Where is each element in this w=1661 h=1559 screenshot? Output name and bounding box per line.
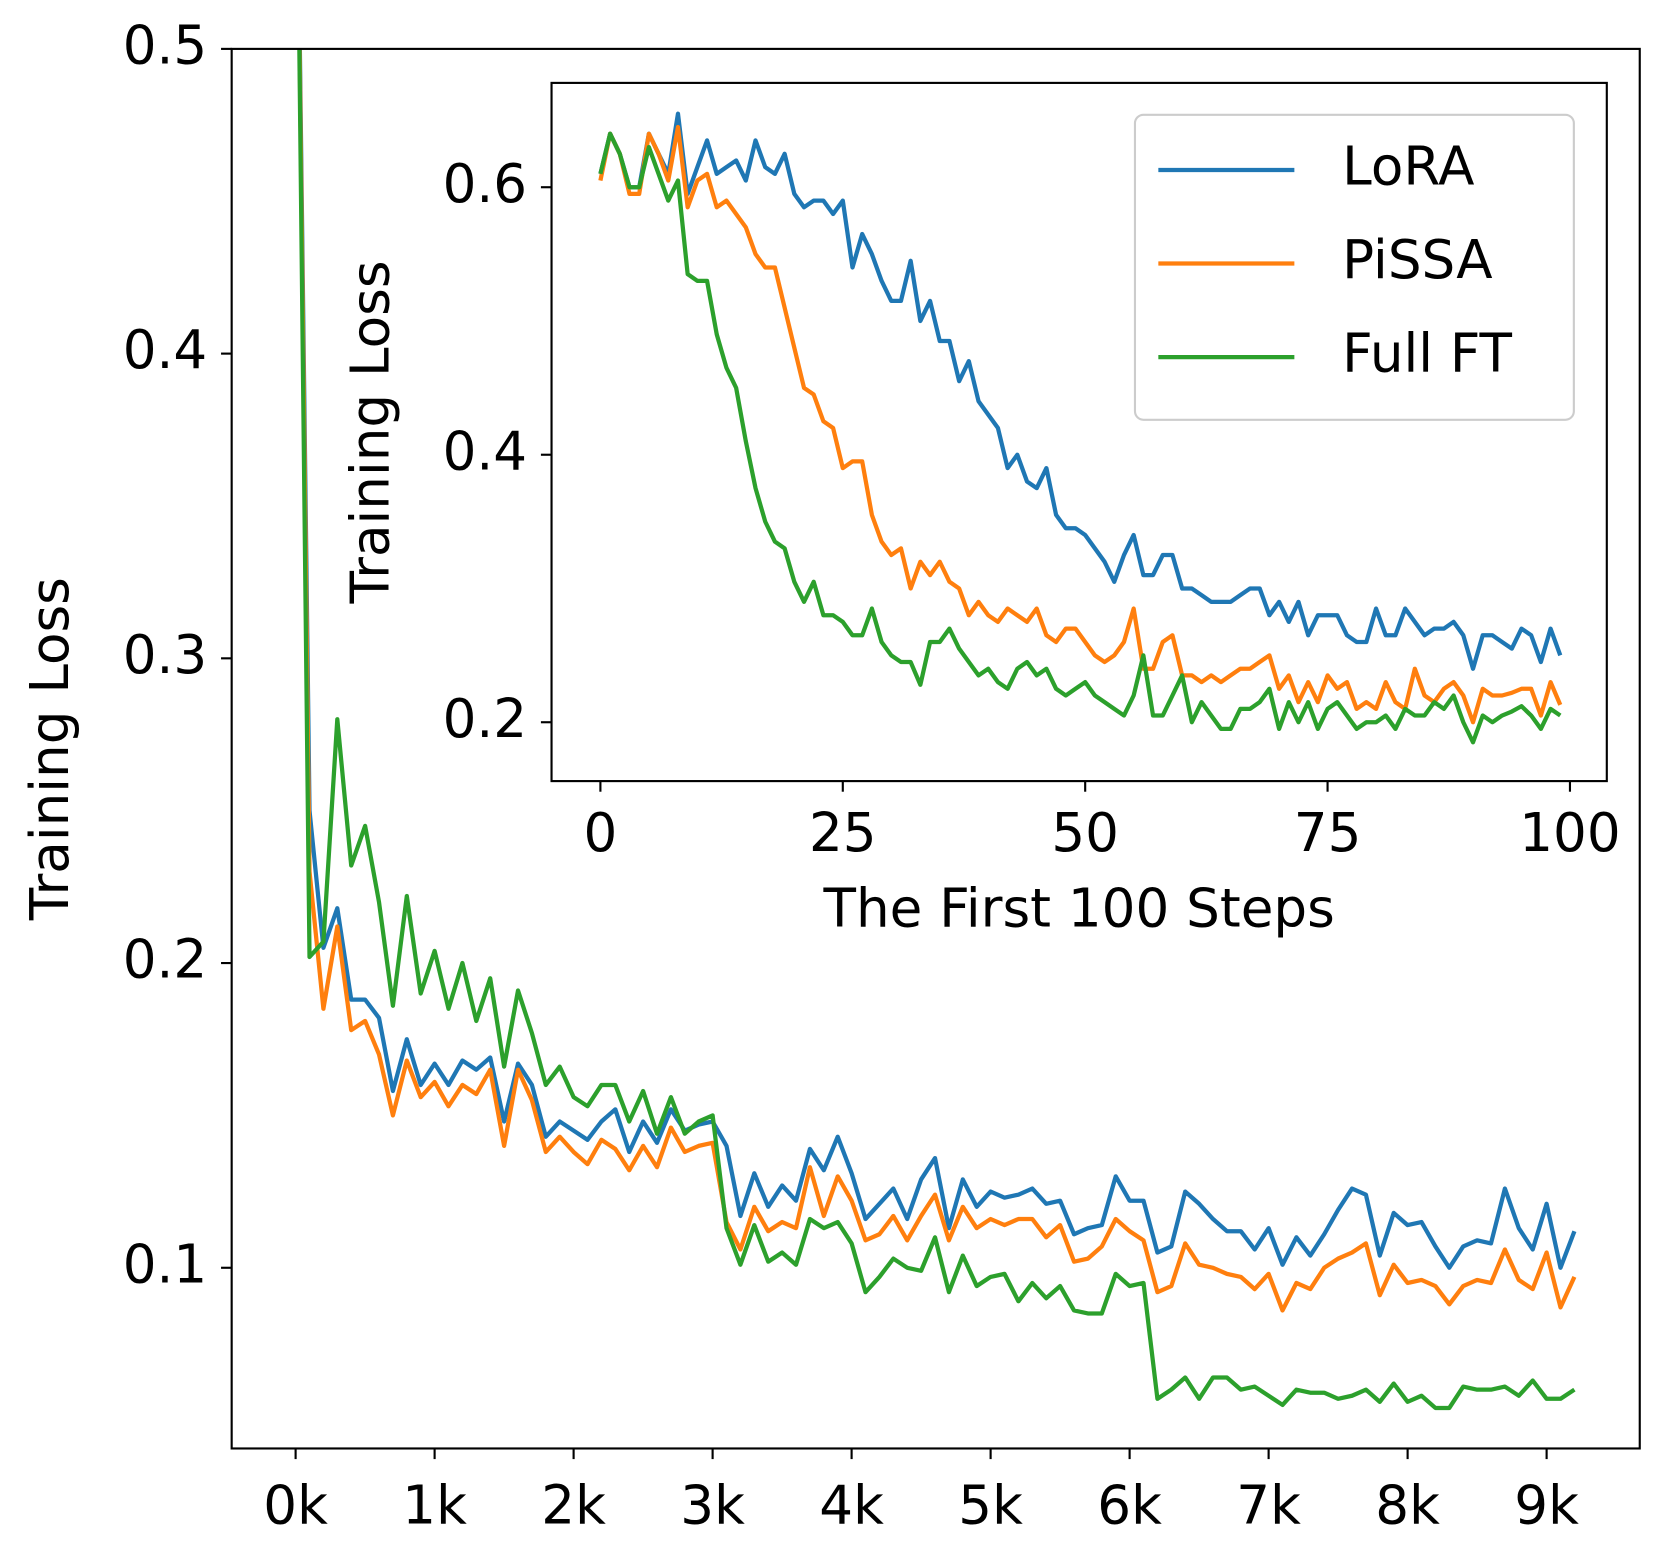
line-series: [598, 131, 1562, 745]
y-tick-label: 0.4: [443, 420, 528, 482]
y-axis-label: Training Loss: [19, 577, 81, 921]
x-tick-label: 9k: [1514, 1475, 1579, 1537]
x-axis-label: The First 100 Steps: [823, 877, 1335, 939]
x-tick-label: 50: [1051, 802, 1119, 864]
line-series: [598, 111, 1563, 671]
x-tick-label: 5k: [958, 1475, 1023, 1537]
line-series: [598, 124, 1563, 725]
x-tick-label: 2k: [541, 1475, 606, 1537]
line-series: [297, 48, 1577, 1313]
y-tick-label: 0.3: [123, 624, 208, 686]
x-tick-label: 75: [1294, 802, 1362, 864]
y-tick-label: 0.6: [443, 153, 528, 215]
legend-label: Full FT: [1342, 323, 1512, 385]
line-series: [297, 48, 1576, 1411]
axes-frame: [230, 47, 1641, 1450]
x-tick-label: 3k: [680, 1475, 745, 1537]
x-tick-label: 4k: [819, 1475, 884, 1537]
x-tick-label: 25: [809, 802, 877, 864]
x-tick-label: 0k: [263, 1475, 328, 1537]
axes-frame: [550, 81, 1608, 783]
legend-label: PiSSA: [1342, 229, 1492, 291]
plot-area: [598, 111, 1563, 745]
x-tick-label: 0: [584, 802, 618, 864]
x-tick-label: 1k: [402, 1475, 467, 1537]
y-tick-label: 0.5: [123, 15, 208, 77]
y-tick-label: 0.2: [443, 688, 528, 750]
plot-area: [297, 48, 1577, 1411]
x-tick-label: 7k: [1236, 1475, 1301, 1537]
y-axis-label: Training Loss: [340, 260, 402, 604]
y-tick-label: 0.1: [123, 1233, 208, 1295]
y-tick-label: 0.2: [123, 929, 208, 991]
y-tick-label: 0.4: [123, 319, 208, 381]
legend-box: [1133, 113, 1575, 421]
x-tick-label: 8k: [1375, 1475, 1440, 1537]
x-tick-label: 100: [1519, 802, 1620, 864]
line-series: [297, 48, 1577, 1270]
x-tick-label: 6k: [1097, 1475, 1162, 1537]
legend-label: LoRA: [1342, 136, 1474, 198]
